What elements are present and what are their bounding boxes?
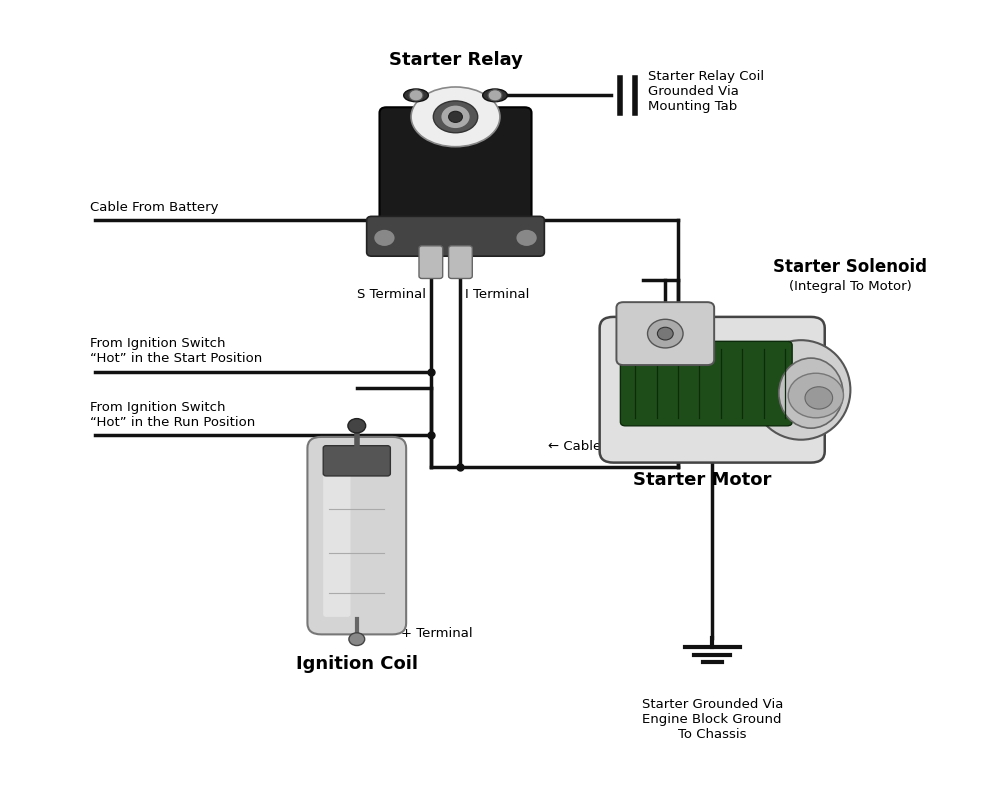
FancyBboxPatch shape: [323, 446, 390, 476]
Text: Starter Solenoid: Starter Solenoid: [773, 258, 928, 276]
FancyBboxPatch shape: [308, 437, 406, 634]
FancyBboxPatch shape: [419, 246, 443, 279]
FancyBboxPatch shape: [379, 107, 532, 238]
Text: Starter Motor: Starter Motor: [634, 471, 771, 489]
Text: Starter Relay: Starter Relay: [388, 51, 523, 69]
Text: From Ignition Switch
“Hot” in the Start Position: From Ignition Switch “Hot” in the Start …: [90, 337, 262, 365]
Circle shape: [347, 419, 365, 433]
FancyBboxPatch shape: [323, 463, 350, 617]
Text: I Terminal: I Terminal: [465, 288, 530, 301]
Ellipse shape: [751, 340, 850, 439]
Text: ← Cable To Starter: ← Cable To Starter: [547, 439, 670, 453]
Circle shape: [788, 373, 843, 418]
Circle shape: [448, 111, 462, 122]
Text: S Terminal: S Terminal: [356, 288, 426, 301]
Text: + Terminal: + Terminal: [401, 627, 473, 640]
Ellipse shape: [404, 89, 429, 101]
Circle shape: [409, 89, 423, 101]
Circle shape: [373, 229, 395, 247]
Ellipse shape: [411, 87, 500, 147]
FancyBboxPatch shape: [621, 341, 792, 426]
Text: From Ignition Switch
“Hot” in the Run Position: From Ignition Switch “Hot” in the Run Po…: [90, 401, 255, 429]
FancyBboxPatch shape: [448, 246, 472, 279]
FancyBboxPatch shape: [366, 217, 544, 256]
FancyBboxPatch shape: [600, 317, 825, 463]
Text: Cable From Battery: Cable From Battery: [90, 201, 219, 214]
Ellipse shape: [483, 89, 507, 101]
Circle shape: [657, 328, 673, 340]
Text: Ignition Coil: Ignition Coil: [296, 655, 418, 673]
Circle shape: [516, 229, 538, 247]
Text: (Integral To Motor): (Integral To Motor): [789, 280, 912, 293]
Ellipse shape: [434, 101, 478, 133]
Circle shape: [441, 105, 470, 129]
Circle shape: [488, 89, 502, 101]
Ellipse shape: [779, 358, 843, 428]
Text: Starter Relay Coil
Grounded Via
Mounting Tab: Starter Relay Coil Grounded Via Mounting…: [648, 70, 764, 113]
Circle shape: [805, 387, 833, 409]
Text: Starter Grounded Via
Engine Block Ground
To Chassis: Starter Grounded Via Engine Block Ground…: [642, 698, 783, 741]
Circle shape: [647, 320, 683, 348]
FancyBboxPatch shape: [617, 302, 714, 365]
Circle shape: [348, 633, 364, 646]
